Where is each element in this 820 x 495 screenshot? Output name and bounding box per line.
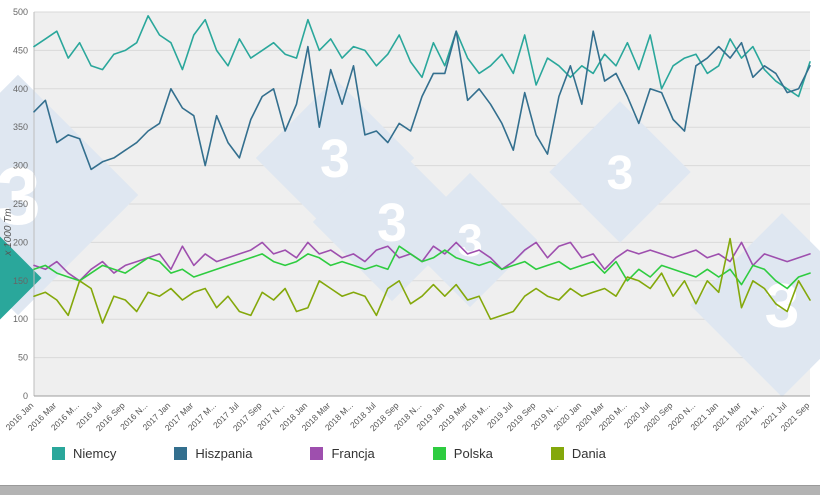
legend-item-polska[interactable]: Polska bbox=[432, 445, 493, 461]
watermark-3-icon: 3 bbox=[607, 147, 634, 200]
legend-swatch-niemcy bbox=[52, 446, 65, 460]
legend-label-polska: Polska bbox=[453, 445, 493, 461]
legend-label-dania: Dania bbox=[571, 445, 606, 461]
y-tick-label: 250 bbox=[13, 199, 28, 209]
y-tick-label: 450 bbox=[13, 45, 28, 55]
y-tick-label: 100 bbox=[13, 314, 28, 324]
bottom-scrollbar[interactable] bbox=[0, 485, 820, 495]
y-tick-label: 200 bbox=[13, 237, 28, 247]
y-tick-label: 50 bbox=[18, 353, 28, 363]
series-line-hiszpania bbox=[33, 30, 811, 171]
y-tick-label: 300 bbox=[13, 161, 28, 171]
y-tick-label: 150 bbox=[13, 276, 28, 286]
legend-swatch-hiszpania bbox=[174, 446, 188, 460]
watermark-3-icon: 3 bbox=[320, 129, 350, 189]
watermark-3-icon: 3 bbox=[377, 193, 407, 253]
watermark-diamond-icon bbox=[690, 213, 820, 397]
series-line-niemcy bbox=[33, 15, 811, 98]
legend-item-niemcy[interactable]: Niemcy bbox=[52, 446, 116, 461]
legend-item-hiszpania[interactable]: Hiszpania bbox=[174, 446, 252, 461]
watermark-3-icon: 3 bbox=[457, 215, 482, 266]
chart-area: 3 3 3 3 3 3 0 50 100 150 200 250 300 350 400 450 500 x 10… bbox=[0, 7, 820, 432]
watermark-3-icon: 3 bbox=[765, 272, 800, 341]
y-tick-label: 400 bbox=[13, 84, 28, 94]
legend-swatch-francja bbox=[310, 446, 324, 460]
y-tick-label: 500 bbox=[13, 7, 28, 17]
series-line-dania bbox=[33, 237, 811, 324]
legend-item-dania[interactable]: Dania bbox=[550, 445, 606, 461]
legend-item-francja[interactable]: Francja bbox=[310, 445, 375, 461]
legend-swatch-polska bbox=[432, 446, 446, 460]
legend: Niemcy Hiszpania Francja Polska Dania bbox=[0, 432, 820, 474]
legend-label-niemcy: Niemcy bbox=[73, 445, 117, 461]
y-axis-title: x 1000 Tm bbox=[3, 208, 14, 256]
y-tick-label: 350 bbox=[13, 122, 28, 132]
y-tick-label: 0 bbox=[23, 391, 28, 401]
legend-swatch-dania bbox=[550, 446, 564, 460]
legend-label-hiszpania: Hiszpania bbox=[195, 445, 253, 461]
series-line-polska bbox=[33, 245, 811, 290]
legend-label-francja: Francja bbox=[331, 445, 375, 461]
